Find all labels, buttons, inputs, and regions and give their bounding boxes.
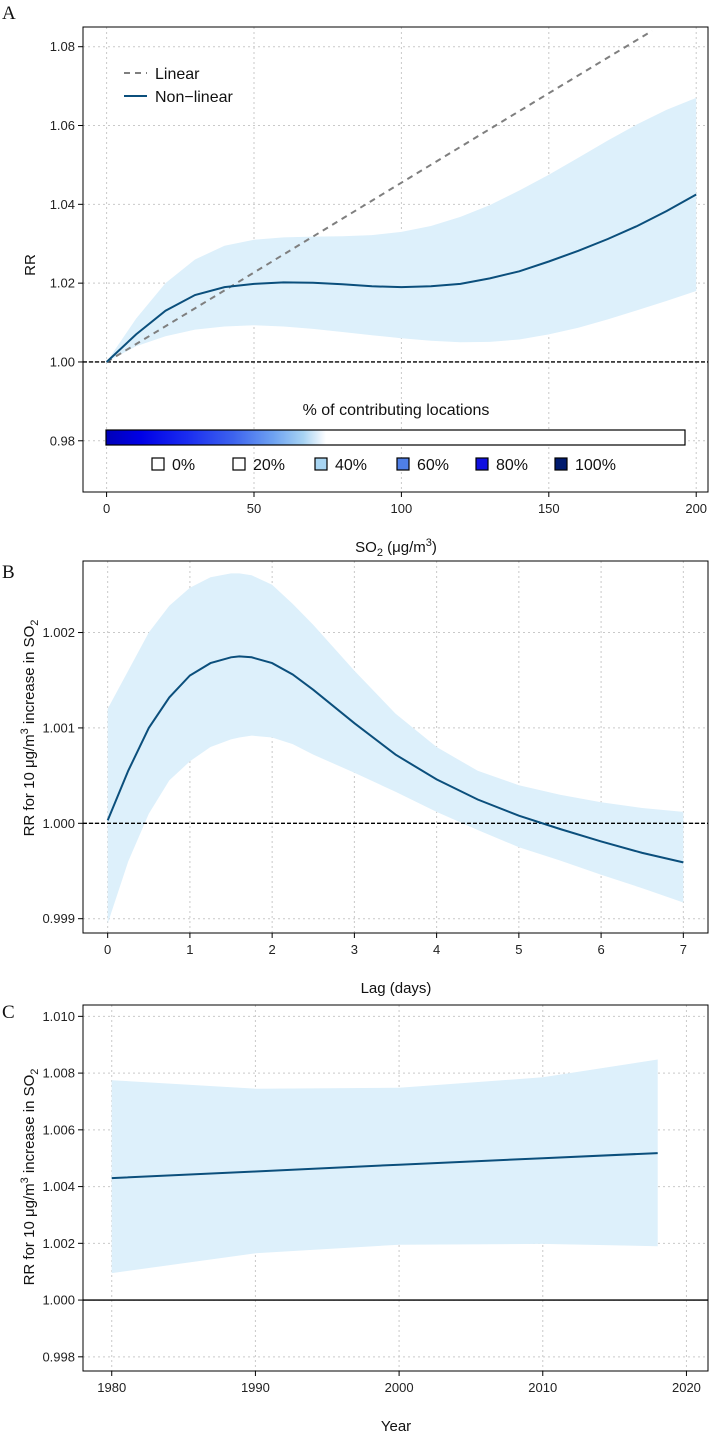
y-tick-label: 0.998: [42, 1349, 75, 1364]
rr-series-line: [106, 655, 684, 864]
panel-c-x-axis-label: Year: [381, 1418, 411, 1435]
panel-a-ticks: 0 50 100 150 200 0.98 1.00 1.02 1.04 1.06 1.08: [50, 39, 707, 516]
x-tick-label: 5: [515, 942, 522, 957]
x-tick-label: 2020: [672, 1380, 701, 1395]
colorbar-legend-label: 80%: [496, 457, 528, 474]
colorbar-legend-swatch: [554, 457, 568, 471]
colorbar-legend-swatch: [232, 457, 246, 471]
colorbar-legend-swatch: [314, 457, 328, 471]
legend: Linear Non−linear: [124, 66, 234, 106]
contributing-locations-bar: % of contributing locations 0% 20% 40% 60% 8…: [105, 402, 686, 474]
y-tick-label: 1.06: [50, 118, 75, 133]
colorbar-legend-label: 60%: [417, 457, 449, 474]
panel-c-y-axis-label: RR for 10 μg/m3 increase in SO2: [19, 1069, 41, 1286]
colorbar: [105, 429, 686, 446]
panel-c-ticks: 1980 1990 2000 2010 2020 0.998 1.000 1.002 1.004…: [42, 1009, 700, 1395]
panel-c-series: [111, 1152, 658, 1180]
y-tick-label: 0.98: [50, 433, 75, 448]
colorbar-legend-label: 20%: [253, 457, 285, 474]
y-tick-label: 1.02: [50, 276, 75, 291]
x-tick-label: 3: [351, 942, 358, 957]
panel-a-x-axis-label: SO2 (μg/m3): [355, 537, 437, 559]
y-tick-label: 1.08: [50, 39, 75, 54]
y-tick-label: 1.006: [42, 1122, 75, 1137]
x-tick-label: 2: [269, 942, 276, 957]
panel-b-letter: B: [2, 562, 15, 583]
x-tick-label: 50: [247, 501, 261, 516]
x-tick-label: 200: [685, 501, 707, 516]
y-tick-label: 1.002: [42, 625, 75, 640]
x-tick-label: 7: [680, 942, 687, 957]
legend-linear-label: Linear: [155, 66, 200, 83]
y-tick-label: 1.04: [50, 197, 75, 212]
panel-b-ci-band: [107, 573, 684, 924]
y-tick-label: 1.000: [42, 816, 75, 831]
x-tick-label: 1: [186, 942, 193, 957]
rr-series-line: [105, 193, 697, 363]
panel-c-frame: [82, 1004, 709, 1372]
colorbar-legend-swatch: [475, 457, 489, 471]
panel-a-ci-band: [106, 97, 697, 363]
y-tick-label: 0.999: [42, 911, 75, 926]
panel-a: A 0 50 100 150 200 0.98 1.00 1.02 1.04 1.06 1.08 L…: [2, 3, 709, 559]
confidence-band: [107, 573, 684, 924]
x-tick-label: 2010: [528, 1380, 557, 1395]
panel-b: B 0 1 2 3 4 5 6 7 0.999 1.000 1.001 1.002 Lag (days…: [2, 560, 709, 997]
y-tick-label: 1.00: [50, 354, 75, 369]
panel-c: C 1980 1990 2000 2010 2020 0.998 1.000 1.002 1.0…: [2, 1002, 709, 1435]
panel-c-letter: C: [2, 1002, 15, 1023]
y-tick-label: 1.000: [42, 1293, 75, 1308]
y-tick-label: 1.008: [42, 1066, 75, 1081]
colorbar-legend-swatch: [396, 457, 410, 471]
legend-nonlinear-label: Non−linear: [155, 89, 234, 106]
y-tick-label: 1.010: [42, 1009, 75, 1024]
panel-a-series: [105, 30, 697, 363]
colorbar-legend-label: 100%: [575, 457, 616, 474]
x-tick-label: 2000: [385, 1380, 414, 1395]
x-tick-label: 1990: [241, 1380, 270, 1395]
linear-series-line: [106, 30, 653, 363]
panel-a-y-axis-label: RR: [22, 254, 39, 276]
panel-b-x-axis-label: Lag (days): [361, 980, 432, 997]
x-tick-label: 6: [597, 942, 604, 957]
x-tick-label: 0: [103, 501, 110, 516]
panel-b-y-axis-label: RR for 10 μg/m3 increase in SO2: [19, 620, 41, 837]
colorbar-legend-label: 0%: [172, 457, 195, 474]
x-tick-label: 150: [538, 501, 560, 516]
panel-b-frame: [82, 560, 709, 934]
panel-b-ticks: 0 1 2 3 4 5 6 7 0.999 1.000 1.001 1.002: [42, 625, 686, 957]
colorbar-title: % of contributing locations: [303, 402, 490, 419]
y-tick-label: 1.001: [42, 720, 75, 735]
x-tick-label: 0: [104, 942, 111, 957]
x-tick-label: 100: [391, 501, 413, 516]
x-tick-label: 4: [433, 942, 440, 957]
x-tick-label: 1980: [97, 1380, 126, 1395]
confidence-band: [106, 97, 697, 363]
rr-series-line: [111, 1152, 658, 1180]
y-tick-label: 1.004: [42, 1179, 75, 1194]
colorbar-legend-label: 40%: [335, 457, 367, 474]
panel-a-letter: A: [2, 3, 16, 24]
colorbar-legend: 0% 20% 40% 60% 80% 100%: [151, 457, 616, 474]
y-tick-label: 1.002: [42, 1236, 75, 1251]
panel-a-frame: [82, 26, 709, 493]
panel-b-series: [106, 655, 684, 864]
colorbar-legend-swatch: [151, 457, 165, 471]
